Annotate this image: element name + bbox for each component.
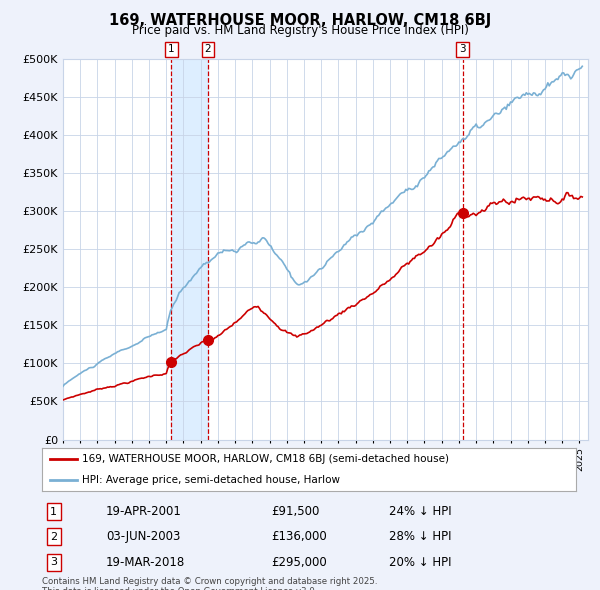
Bar <box>172 59 208 440</box>
Text: HPI: Average price, semi-detached house, Harlow: HPI: Average price, semi-detached house,… <box>82 475 340 485</box>
Text: 3: 3 <box>459 44 466 54</box>
Text: 24% ↓ HPI: 24% ↓ HPI <box>389 506 452 519</box>
Text: 169, WATERHOUSE MOOR, HARLOW, CM18 6BJ (semi-detached house): 169, WATERHOUSE MOOR, HARLOW, CM18 6BJ (… <box>82 454 449 464</box>
Text: 1: 1 <box>168 44 175 54</box>
Text: 19-APR-2001: 19-APR-2001 <box>106 506 182 519</box>
Text: 169, WATERHOUSE MOOR, HARLOW, CM18 6BJ: 169, WATERHOUSE MOOR, HARLOW, CM18 6BJ <box>109 13 491 28</box>
Text: 19-MAR-2018: 19-MAR-2018 <box>106 556 185 569</box>
Text: Price paid vs. HM Land Registry's House Price Index (HPI): Price paid vs. HM Land Registry's House … <box>131 24 469 37</box>
Text: £295,000: £295,000 <box>272 556 328 569</box>
Text: 1: 1 <box>50 507 57 517</box>
Text: 2: 2 <box>205 44 211 54</box>
Text: £136,000: £136,000 <box>272 530 328 543</box>
Text: 20% ↓ HPI: 20% ↓ HPI <box>389 556 452 569</box>
Text: Contains HM Land Registry data © Crown copyright and database right 2025.
This d: Contains HM Land Registry data © Crown c… <box>42 577 377 590</box>
Text: 3: 3 <box>50 558 57 568</box>
Text: 28% ↓ HPI: 28% ↓ HPI <box>389 530 452 543</box>
Text: 2: 2 <box>50 532 58 542</box>
Text: 03-JUN-2003: 03-JUN-2003 <box>106 530 181 543</box>
Text: £91,500: £91,500 <box>272 506 320 519</box>
